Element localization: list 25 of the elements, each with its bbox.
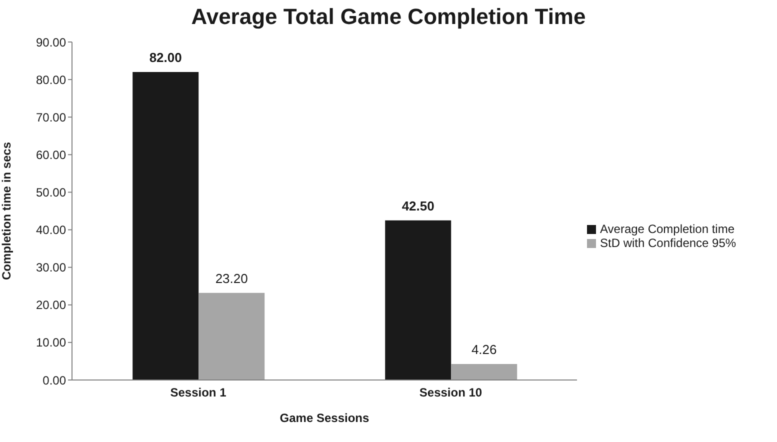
x-tick-label: Session 1 xyxy=(170,386,227,400)
chart-title: Average Total Game Completion Time xyxy=(190,4,587,30)
bar xyxy=(198,292,265,380)
bar xyxy=(451,364,518,380)
y-tick-label: 80.00 xyxy=(36,72,66,87)
legend-label: Average Completion time xyxy=(600,222,735,236)
bar xyxy=(132,72,199,380)
x-tick-label: Session 10 xyxy=(419,386,482,400)
y-tick-label: 30.00 xyxy=(36,260,66,275)
y-tick-label: 70.00 xyxy=(36,110,66,124)
y-tick-label: 0.00 xyxy=(42,373,66,388)
data-label: 42.50 xyxy=(402,198,434,214)
y-tick-label: 40.00 xyxy=(36,223,66,238)
y-axis-title: Completion time in secs xyxy=(0,142,14,280)
y-tick-label: 90.00 xyxy=(36,35,66,50)
data-label: 4.26 xyxy=(471,342,497,357)
data-label: 82.00 xyxy=(149,50,182,66)
y-tick-label: 20.00 xyxy=(36,298,66,312)
y-tick-label: 10.00 xyxy=(36,336,66,350)
bar xyxy=(385,220,452,380)
y-tick-label: 60.00 xyxy=(36,148,66,162)
legend-label: StD with Confidence 95% xyxy=(600,236,736,250)
x-axis-title: Game Sessions xyxy=(280,411,370,425)
data-label: 23.20 xyxy=(215,270,248,286)
y-tick-label: 50.00 xyxy=(36,185,66,200)
